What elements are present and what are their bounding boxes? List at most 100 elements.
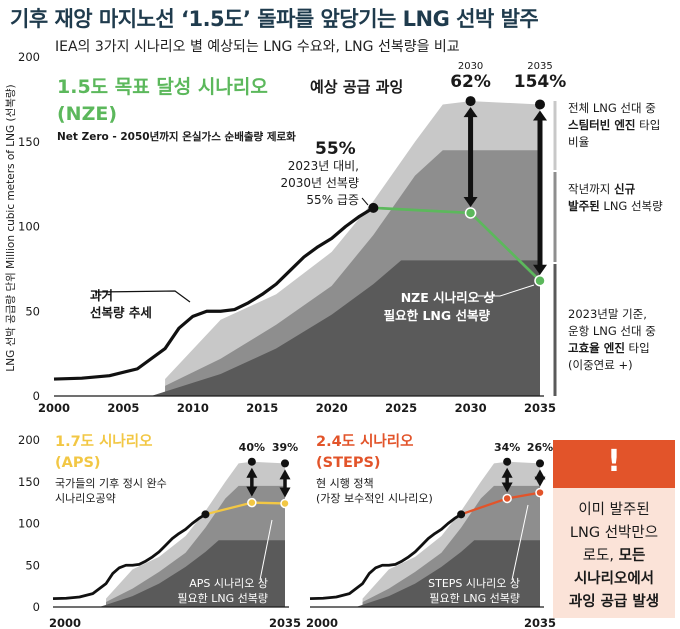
nze-x-tick-2000: 2000 (38, 401, 70, 415)
legend-mid-line-1-part-0: 작년까지 (568, 182, 614, 196)
legend-top-line-1-part-0: 전체 LNG 선대 중 (568, 101, 656, 115)
nze-point-2035 (534, 274, 546, 287)
aps-gap-arrow-2030-head-down (246, 486, 258, 497)
legend-mid-line-2-part-0: 발주된 (568, 199, 600, 213)
steps-title-abbr: (STEPS) (316, 455, 381, 471)
aps-title-abbr: (APS) (55, 455, 101, 471)
legend-mid-line-2-part-1: LNG 선복량 (600, 199, 663, 213)
nze-gap-arrow-2035-head-down (533, 264, 547, 275)
history-leader (94, 290, 191, 303)
steps-history-line (309, 513, 462, 601)
nze-point-2023 (368, 202, 379, 213)
nze-x-tick-2010: 2010 (177, 401, 209, 415)
aps-gap-arrow-2035-head-down (279, 487, 291, 498)
gap-2030-value: 62% (450, 72, 491, 92)
legend-bot-line-2-part-0: 운항 LNG 선대 중 (568, 324, 656, 338)
warning-line-4: 시나리오에서 (573, 571, 655, 587)
legend-bot-line-3: 고효율 엔진 타입 (568, 341, 650, 355)
page-subtitle: IEA의 3가지 시나리오 별 예상되는 LNG 수요와, LNG 선복량을 비… (55, 39, 460, 55)
jump-leader (361, 197, 369, 206)
gap-2030-year: 2030 (458, 61, 483, 72)
legend-bot-line-4: (이중연료 +) (568, 358, 633, 372)
aps-need-label-2: 필요한 LNG 선복량 (177, 592, 268, 605)
nze-need-label-2: 필요한 LNG 선복량 (384, 308, 491, 323)
legend-top-line-1: 전체 LNG 선대 중 (568, 101, 656, 115)
nze-gap-arrow-2030-head-up (463, 107, 478, 118)
aps-gap-arrow-2030-head-up (246, 467, 258, 478)
gap-2035-year: 2035 (527, 61, 552, 72)
legend-top-line-2: 스팀터빈 엔진 타입 (568, 118, 660, 132)
nze-y-tick-0: 0 (33, 389, 40, 403)
steps-need-label-2: 필요한 LNG 선복량 (429, 592, 520, 605)
nze-y-tick-150: 150 (18, 135, 40, 149)
warning-line-3: 로도, 모든 (553, 544, 675, 565)
aps-supply-2030 (247, 457, 256, 466)
nze-x-tick-2025: 2025 (385, 401, 417, 415)
nze-y-tick-200: 200 (18, 50, 40, 64)
warning-header: ! (553, 440, 675, 488)
warning-line-2: LNG 선박만으 (569, 525, 659, 541)
nze-gap-arrow-2035-head-up (533, 110, 547, 121)
history-label-1: 과거 (90, 288, 113, 303)
steps-x-tick-2000: 2000 (306, 616, 338, 629)
legend-bot-line-2: 운항 LNG 선대 중 (568, 324, 656, 338)
steps-need-label-1: STEPS 시나리오 상 (428, 577, 520, 590)
aps-y-tick-100: 100 (18, 517, 40, 531)
nze-y-tick-50: 50 (25, 304, 40, 318)
steps-gap-arrow-2030-head-down (501, 482, 513, 493)
warning-line-3-bold: 모든 (618, 548, 646, 564)
steps-point-2030 (502, 493, 512, 504)
legend-top-line-2-part-1: 타입 (635, 118, 660, 132)
steps-gap-2035: 26% (527, 441, 553, 454)
steps-gap-arrow-2035-head-down (534, 476, 546, 487)
nze-point-2030 (464, 207, 477, 219)
nze-need-label-1: NZE 시나리오 상 (401, 290, 496, 305)
legend-mid-line-1-part-1: 신규 (614, 182, 636, 196)
aps-point-2035 (280, 498, 290, 509)
steps-gap-arrow-2030-head-up (501, 467, 513, 478)
nze-description: Net Zero - 2050년까지 온실가스 순배출량 제로화 (57, 130, 296, 143)
nze-y-tick-100: 100 (18, 220, 40, 234)
aps-point-2023 (201, 510, 210, 519)
aps-gap-2030: 40% (239, 441, 265, 454)
nze-x-tick-2015: 2015 (246, 401, 278, 415)
jump-text-1: 2023년 대비, (288, 159, 359, 173)
aps-y-tick-0: 0 (33, 600, 40, 614)
warning-line-3-plain: 로도, (582, 548, 619, 564)
nze-x-tick-2005: 2005 (107, 401, 139, 415)
nze-title: 1.5도 목표 달성 시나리오 (57, 76, 268, 98)
warning-line-5: 과잉 공급 발생 (568, 594, 660, 610)
steps-x-tick-2035: 2035 (524, 616, 556, 629)
jump-text-3: 55% 급증 (306, 193, 359, 207)
nze-x-tick-2020: 2020 (316, 401, 348, 415)
steps-title: 2.4도 시나리오 (316, 433, 413, 450)
aps-y-tick-150: 150 (18, 475, 40, 489)
legend-mid-line-1: 작년까지 신규 (568, 182, 636, 196)
nze-history-line (53, 206, 375, 381)
legend-top-line-3-part-0: 비율 (568, 135, 589, 149)
legend-mid-line-2: 발주된 LNG 선복량 (568, 199, 663, 213)
history-label-2: 선복량 추세 (90, 305, 152, 320)
steps-need-leader (511, 504, 529, 581)
legend-top-line-2-part-0: 스팀터빈 엔진 (568, 118, 635, 132)
legend-bot-line-4-part-0: (이중연료 +) (568, 358, 633, 372)
legend-bot-line-1-part-0: 2023년말 기준, (568, 307, 647, 321)
aps-x-tick-2000: 2000 (49, 616, 81, 629)
aps-supply-2035 (281, 459, 289, 468)
page-title: 기후 재앙 마지노선 ‘1.5도’ 돌파를 앞당기는 LNG 선박 발주 (10, 7, 539, 31)
exclamation-icon: ! (607, 444, 621, 479)
aps-need-leader (259, 519, 273, 581)
aps-gap-arrow-2035-head-up (279, 469, 291, 480)
nze-gap-arrow-2030-head-down (463, 196, 478, 207)
aps-y-tick-50: 50 (25, 558, 40, 572)
steps-description-2: (가장 보수적인 시나리오) (316, 492, 433, 505)
steps-point-2023 (457, 510, 466, 519)
nze-area-high-efficiency (151, 260, 540, 396)
aps-history-line (52, 513, 207, 601)
steps-supply-2035 (536, 459, 544, 468)
aps-title: 1.7도 시나리오 (55, 433, 152, 450)
aps-description-1: 국가들의 기후 정시 완수 (55, 477, 167, 490)
warning-line-1: 이미 발주된 (578, 502, 650, 518)
steps-point-2035 (535, 487, 545, 498)
steps-supply-2030 (503, 457, 512, 466)
